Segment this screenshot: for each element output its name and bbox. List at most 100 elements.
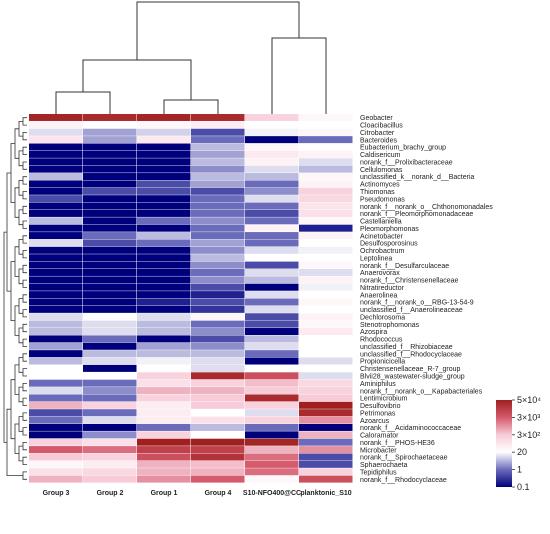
heatmap-cell [299,202,353,210]
heatmap-cell [83,232,137,240]
legend-tick-label: 0.1 [517,482,530,492]
heatmap-cell [29,394,83,402]
heatmap-cell [83,305,137,313]
heatmap-cell [299,305,353,313]
heatmap-cell [191,173,245,181]
heatmap-cell [29,357,83,365]
heatmap-cell [245,468,299,476]
heatmap-cell [245,409,299,417]
row-dendrogram-branch [22,397,27,406]
heatmap-cell [83,372,137,380]
heatmap-cell [137,291,191,299]
heatmap-cell [299,158,353,166]
heatmap-cell [83,335,137,343]
heatmap-cell [83,298,137,306]
heatmap-cell [191,121,245,129]
legend-tick-label: 5×10⁴ [517,395,541,405]
heatmap-cell [299,291,353,299]
column-dendrogram-branch [163,99,219,114]
row-dendrogram-branch [18,239,23,255]
row-label: Dechlorosoma [360,314,405,321]
row-label: Pseudomonas [360,196,405,203]
heatmap-cell [299,431,353,439]
heatmap-cell [245,460,299,468]
row-dendrogram-branch [3,231,7,443]
heatmap-cell [245,261,299,269]
row-label: norank_f__norank_o__RBG-13-54-9 [360,300,474,307]
row-label: Blvii28_wastewater-sludge_group [360,373,465,380]
heatmap-cell [137,372,191,380]
heatmap-cell [299,423,353,431]
heatmap-cell [245,364,299,372]
heatmap-cell [83,431,137,439]
heatmap-cell [299,246,353,254]
heatmap-cell [299,128,353,136]
heatmap-cell [299,453,353,461]
row-label: Caloramator [360,433,399,440]
heatmap-cell [29,416,83,424]
row-label: unclassified_f__Anaerolineaceae [360,307,463,314]
heatmap-cell [299,298,353,306]
heatmap-cell [137,158,191,166]
heatmap-cell [245,114,299,121]
heatmap-cell [83,165,137,173]
column-label: Group 3 [43,490,70,497]
row-dendrogram-branch [18,386,23,403]
heatmap-cell [299,364,353,372]
heatmap-cell [191,195,245,203]
row-label: Microbacter [360,447,397,454]
heatmap-cell [245,224,299,232]
heatmap-cell [191,423,245,431]
row-dendrogram-branch [18,357,23,373]
heatmap-cell [299,217,353,225]
heatmap-cell [29,364,83,372]
heatmap-cell [191,475,245,483]
heatmap-cell [245,239,299,247]
heatmap-cell [83,416,137,424]
heatmap-cell [29,423,83,431]
heatmap-cell [137,150,191,158]
heatmap-cell [83,475,137,483]
row-dendrogram-branch [22,220,27,229]
row-label: Christensenellaceae_R-7_group [360,366,461,373]
heatmap-cell [245,431,299,439]
heatmap-cell [83,394,137,402]
heatmap-cell [299,460,353,468]
row-label: norank_f__Rhodocyclaceae [360,477,447,484]
row-dendrogram [3,117,27,480]
heatmap-cell [29,114,83,121]
heatmap-cell [245,313,299,321]
heatmap-cell [299,121,353,129]
heatmap-cell [299,394,353,402]
row-label: norank_f__Prolixibacteraceae [360,159,453,166]
heatmap-cell [245,268,299,276]
heatmap-cell [29,409,83,417]
heatmap-cell [83,283,137,291]
heatmap-cell [245,335,299,343]
heatmap-cell [137,246,191,254]
row-label: Azoarcus [360,418,390,425]
heatmap-cell [191,364,245,372]
heatmap-cell [191,453,245,461]
row-dendrogram-branch [22,383,27,392]
heatmap-cell [245,195,299,203]
heatmap-cell [191,416,245,424]
heatmap-cell [29,128,83,136]
heatmap-cell [29,379,83,387]
heatmap-cell [83,364,137,372]
heatmap-cell [299,165,353,173]
heatmap-cell [191,202,245,210]
heatmap-cell [191,246,245,254]
heatmap-cell [245,232,299,240]
heatmap-cell [299,328,353,335]
heatmap-cell [29,328,83,335]
heatmap-cell [299,136,353,144]
heatmap-cell [83,409,137,417]
heatmap-cell [137,394,191,402]
heatmap-cell [29,224,83,232]
heatmap-cell [191,136,245,144]
row-dendrogram-branch [22,338,27,347]
heatmap-cell [29,283,83,291]
heatmap-cell [191,460,245,468]
